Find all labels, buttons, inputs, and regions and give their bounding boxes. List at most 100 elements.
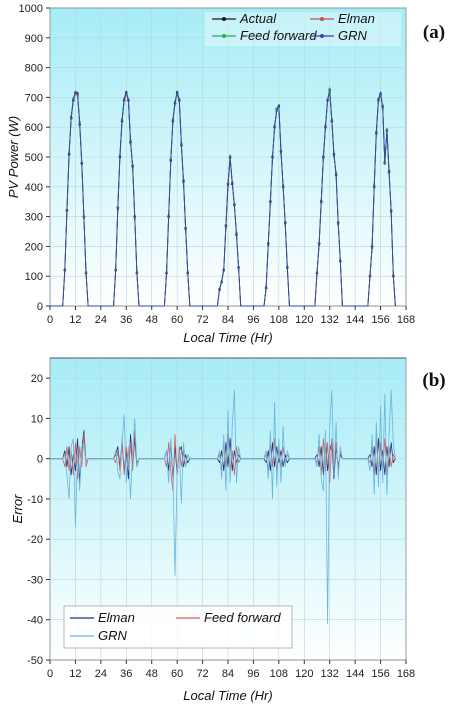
data-point-grn-161 xyxy=(390,211,393,214)
y-tick-label--30: -30 xyxy=(27,574,43,586)
legend-marker-grn xyxy=(320,34,324,38)
y-tick-label--40: -40 xyxy=(27,615,43,627)
panel-a-x-axis-label: Local Time (Hr) xyxy=(183,330,272,345)
x-tick-label-12: 12 xyxy=(69,314,81,326)
data-point-grn-59 xyxy=(174,100,177,103)
legend-label-grn: GRN xyxy=(338,28,368,43)
y-tick-label-700: 700 xyxy=(25,92,43,104)
data-point-grn-106 xyxy=(273,124,276,127)
data-point-grn-136 xyxy=(337,223,340,226)
y-tick-label--20: -20 xyxy=(27,534,43,546)
x-tick-label-24: 24 xyxy=(95,314,107,326)
data-point-grn-81 xyxy=(220,279,223,282)
data-point-grn-57 xyxy=(169,160,172,163)
data-point-grn-103 xyxy=(267,244,270,247)
data-point-grn-9 xyxy=(68,154,71,157)
data-point-grn-111 xyxy=(284,222,287,225)
legend-marker-actual xyxy=(222,17,226,21)
data-point-grn-152 xyxy=(371,247,374,250)
data-point-grn-158 xyxy=(383,160,386,163)
data-point-grn-15 xyxy=(80,163,83,166)
series-line-grn xyxy=(50,91,396,307)
x-tick-label-36: 36 xyxy=(120,314,132,326)
data-point-grn-80 xyxy=(218,287,221,290)
x-tick-label-24: 24 xyxy=(95,668,107,680)
x-tick-label-60: 60 xyxy=(171,314,183,326)
data-point-grn-84 xyxy=(227,184,229,187)
y-tick-label-800: 800 xyxy=(25,63,43,75)
data-point-grn-33 xyxy=(118,154,121,157)
data-point-feed-forward-159 xyxy=(385,127,388,130)
panel-a-y-axis-label: PV Power (W) xyxy=(6,116,21,198)
x-tick-label-96: 96 xyxy=(247,668,259,680)
x-tick-label-156: 156 xyxy=(371,668,389,680)
x-tick-label-84: 84 xyxy=(222,314,234,326)
panel-b-y-axis-label: Error xyxy=(10,494,25,524)
panel-a-grid xyxy=(49,7,407,307)
data-point-grn-159 xyxy=(385,130,388,133)
data-point-grn-31 xyxy=(114,268,117,271)
data-point-grn-153 xyxy=(373,184,376,187)
x-tick-label-60: 60 xyxy=(171,668,183,680)
panel-b-legend: Elman Feed forward GRN xyxy=(63,605,293,649)
x-tick-label-144: 144 xyxy=(346,314,364,326)
data-point-feed-forward-132 xyxy=(328,87,331,90)
data-point-grn-128 xyxy=(320,199,323,202)
panel-a-y-ticks: 0 100 200 300 400 500 600 700 800 900 1000 xyxy=(19,3,50,313)
data-point-grn-105 xyxy=(271,157,274,160)
data-point-grn-133 xyxy=(330,118,333,121)
data-point-grn-40 xyxy=(133,217,136,220)
data-point-grn-135 xyxy=(335,172,338,175)
data-point-grn-34 xyxy=(121,118,124,121)
panel-b-y-ticks: -50 -40 -30 -20 -10 0 10 20 xyxy=(27,373,50,667)
data-point-grn-64 xyxy=(184,226,187,229)
panel-a-series xyxy=(50,87,396,307)
data-point-grn-56 xyxy=(167,214,170,217)
y-tick-label--50: -50 xyxy=(27,655,43,667)
series-line-grn xyxy=(50,389,396,625)
legend-label-elman: Elman xyxy=(98,610,135,625)
y-tick-label-200: 200 xyxy=(25,241,43,253)
data-point-grn-8 xyxy=(65,208,68,211)
data-point-grn-39 xyxy=(131,166,134,169)
panel-b-series xyxy=(50,389,396,625)
legend-label-elman: Elman xyxy=(338,11,375,26)
data-point-grn-55 xyxy=(165,271,168,274)
data-point-grn-102 xyxy=(265,285,268,288)
data-point-grn-65 xyxy=(186,271,189,274)
legend-marker-elman xyxy=(320,17,324,21)
x-tick-label-132: 132 xyxy=(321,314,339,326)
x-tick-label-96: 96 xyxy=(247,314,259,326)
data-point-grn-132 xyxy=(328,91,331,94)
x-tick-label-48: 48 xyxy=(146,314,158,326)
panel-b-label: (b) xyxy=(422,370,445,391)
data-point-grn-82 xyxy=(222,268,225,271)
data-point-grn-87 xyxy=(233,204,236,207)
y-tick-label-600: 600 xyxy=(25,122,43,134)
legend-label-feed-forward: Feed forward xyxy=(240,28,317,43)
panel-b-x-ticks: 0 12 24 36 48 60 72 84 96 108 120 132 144 156 168 xyxy=(47,660,415,680)
data-point-grn-32 xyxy=(116,208,119,211)
data-point-grn-154 xyxy=(375,130,378,133)
data-point-grn-37 xyxy=(127,98,130,101)
data-point-grn-7 xyxy=(63,268,66,271)
panel-a-label: (a) xyxy=(423,22,445,43)
panel-a-x-ticks: 0 12 24 36 48 60 72 84 96 108 120 132 144 156 168 xyxy=(47,306,415,326)
x-tick-label-36: 36 xyxy=(120,668,132,680)
y-tick-label-300: 300 xyxy=(25,212,43,224)
data-point-grn-61 xyxy=(178,98,181,101)
x-tick-label-12: 12 xyxy=(69,668,81,680)
x-tick-label-0: 0 xyxy=(47,314,53,326)
data-point-grn-58 xyxy=(171,118,174,121)
data-point-grn-107 xyxy=(275,110,278,113)
panel-b-x-axis-label: Local Time (Hr) xyxy=(183,688,272,703)
legend-label-feed-forward: Feed forward xyxy=(204,610,281,625)
x-tick-label-84: 84 xyxy=(222,668,234,680)
x-tick-label-72: 72 xyxy=(196,668,208,680)
data-point-grn-10 xyxy=(70,115,73,118)
data-point-grn-83 xyxy=(224,226,227,229)
data-point-grn-131 xyxy=(326,98,329,101)
data-point-grn-112 xyxy=(286,267,289,270)
data-point-grn-86 xyxy=(231,181,234,184)
